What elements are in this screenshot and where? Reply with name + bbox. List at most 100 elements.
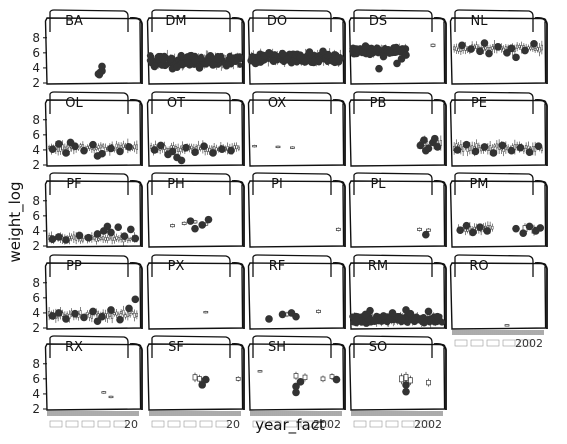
- data-point: [431, 134, 439, 143]
- box-mark: [115, 143, 118, 148]
- panel-frame-shadow: [332, 179, 346, 247]
- data-point: [155, 52, 163, 61]
- strip-box: [454, 9, 534, 32]
- panel-frame-shadow: [129, 98, 143, 166]
- strip-box: [151, 91, 231, 114]
- panel-ro: RO: [449, 254, 548, 330]
- panel-frame-shadow: [433, 16, 447, 84]
- box-mark: [329, 374, 335, 379]
- x-tick-label-smudge: [113, 420, 127, 428]
- data-point: [420, 136, 428, 144]
- box-mark: [97, 145, 100, 149]
- y-tick-label: 2: [32, 402, 40, 416]
- data-point: [89, 140, 97, 149]
- data-point: [379, 52, 388, 61]
- panel-nl: NL: [449, 9, 548, 85]
- data-point: [131, 295, 140, 304]
- box-mark: [126, 312, 129, 318]
- data-point: [93, 152, 102, 160]
- box-mark: [106, 313, 109, 319]
- x-tick-label-smudge: [49, 420, 63, 428]
- strip-box: [151, 172, 231, 195]
- box-mark: [88, 313, 91, 318]
- data-point: [150, 62, 159, 71]
- x-tick-label-smudge: [97, 420, 111, 428]
- box-mark: [257, 370, 263, 373]
- data-point: [536, 224, 545, 232]
- box-mark: [484, 46, 487, 50]
- y-tick-label: 6: [32, 128, 40, 142]
- data-point: [462, 140, 471, 149]
- x-tick-label-smudge: [316, 420, 330, 428]
- y-axis-label: weight_log: [6, 182, 25, 263]
- data-point: [125, 143, 133, 151]
- box-mark: [491, 46, 494, 50]
- data-point: [55, 140, 63, 148]
- data-point: [202, 375, 210, 384]
- data-point: [521, 46, 529, 55]
- data-point: [66, 138, 75, 147]
- data-point: [80, 146, 88, 155]
- data-point: [292, 388, 300, 397]
- data-point: [157, 141, 165, 150]
- data-point: [433, 143, 442, 151]
- box-mark: [57, 147, 60, 152]
- box-mark: [426, 228, 431, 232]
- data-point: [146, 52, 154, 60]
- strip-label: PI: [271, 177, 283, 192]
- box-mark: [493, 144, 496, 148]
- strip-box: [454, 172, 534, 195]
- box-mark: [495, 143, 498, 149]
- data-point: [107, 306, 115, 314]
- box-mark: [104, 147, 107, 153]
- strip-label: PB: [370, 96, 387, 111]
- box-mark: [131, 311, 134, 314]
- box-mark: [538, 47, 541, 53]
- box-mark: [70, 235, 73, 239]
- box-mark: [235, 376, 241, 381]
- x-tick-label-smudge: [199, 420, 213, 428]
- box-mark: [111, 235, 114, 241]
- strip-box: [353, 335, 433, 358]
- data-point: [48, 145, 57, 153]
- box-mark: [403, 373, 409, 381]
- box-mark: [115, 311, 118, 316]
- data-point: [456, 226, 465, 234]
- panel-frame-shadow: [433, 179, 447, 247]
- data-point: [392, 49, 399, 57]
- y-tick-label: 4: [32, 61, 40, 75]
- data-point: [103, 222, 112, 231]
- box-mark: [66, 145, 69, 149]
- strip-label: OX: [268, 96, 286, 111]
- data-point: [324, 59, 331, 66]
- panel-px: PX: [146, 254, 245, 330]
- strip-box: [151, 254, 231, 277]
- panel-pi: PI: [247, 172, 346, 248]
- box-mark: [475, 44, 478, 49]
- data-point: [93, 317, 102, 326]
- data-point: [530, 40, 538, 48]
- data-point: [370, 317, 379, 326]
- data-point: [271, 51, 279, 59]
- panel-do: DO: [247, 9, 346, 85]
- box-mark: [81, 238, 84, 242]
- data-point: [433, 312, 442, 321]
- data-point: [485, 49, 493, 58]
- data-point: [319, 47, 327, 56]
- data-point: [173, 63, 181, 71]
- box-mark: [417, 227, 422, 231]
- y-tick-label: 2: [32, 158, 40, 172]
- box-mark: [462, 146, 465, 152]
- data-point: [512, 224, 520, 233]
- box-mark: [525, 144, 528, 149]
- strip-box: [252, 254, 332, 277]
- box-mark: [99, 236, 102, 240]
- data-point: [507, 44, 516, 53]
- panel-so: SO: [348, 335, 447, 411]
- box-mark: [293, 373, 299, 379]
- data-point: [379, 312, 388, 320]
- box-mark: [466, 228, 469, 232]
- data-point: [415, 315, 424, 324]
- y-tick-label: 2: [32, 76, 40, 90]
- data-point: [107, 144, 115, 153]
